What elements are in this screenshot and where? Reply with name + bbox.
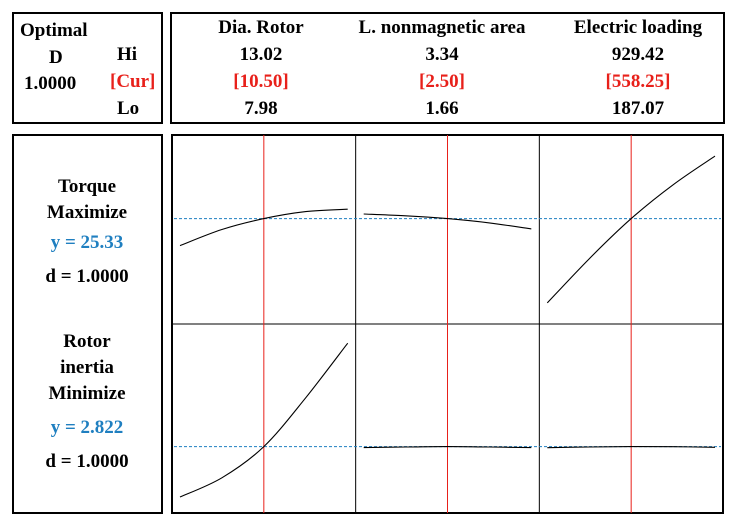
d-value: 1.0000 <box>24 73 77 94</box>
factor-name: L. nonmagnetic area <box>358 17 526 38</box>
factor-name: Dia. Rotor <box>218 17 304 38</box>
response-name-line: Torque <box>57 176 117 197</box>
response-d-value: d = 1.0000 <box>45 451 129 472</box>
response-curve <box>179 342 349 498</box>
factor-name: Electric loading <box>573 17 703 38</box>
response-name-line: Rotor <box>63 331 111 352</box>
factor-hi: 13.02 <box>239 44 283 65</box>
response-y-value: y = 2.822 <box>50 417 124 438</box>
d-label: D <box>49 47 63 68</box>
response-d-value: d = 1.0000 <box>45 266 129 287</box>
factor-cur: [2.50] <box>419 71 465 92</box>
optimal-label: Optimal <box>20 20 88 41</box>
optimal-summary-box <box>12 12 163 124</box>
response-goal-line: Maximize <box>46 202 128 223</box>
cur-label: [Cur] <box>110 71 156 92</box>
response-curve <box>363 213 532 230</box>
lo-label: Lo <box>117 98 140 119</box>
factor-cur: [558.25] <box>605 71 671 92</box>
response-curve <box>546 155 716 304</box>
response-curve <box>363 446 532 449</box>
response-y-value: y = 25.33 <box>50 232 124 253</box>
response-curve <box>547 446 716 449</box>
factor-lo: 7.98 <box>244 98 278 119</box>
factor-lo: 1.66 <box>425 98 459 119</box>
factor-cur: [10.50] <box>233 71 289 92</box>
hi-label: Hi <box>117 44 138 65</box>
response-labels-box <box>12 134 163 514</box>
factor-lo: 187.07 <box>611 98 665 119</box>
response-name-line: inertia <box>60 357 114 378</box>
response-curve <box>179 208 348 247</box>
factor-hi: 3.34 <box>425 44 459 65</box>
factor-hi: 929.42 <box>611 44 665 65</box>
response-goal-line: Minimize <box>48 383 126 404</box>
factor-settings-box <box>170 12 725 124</box>
